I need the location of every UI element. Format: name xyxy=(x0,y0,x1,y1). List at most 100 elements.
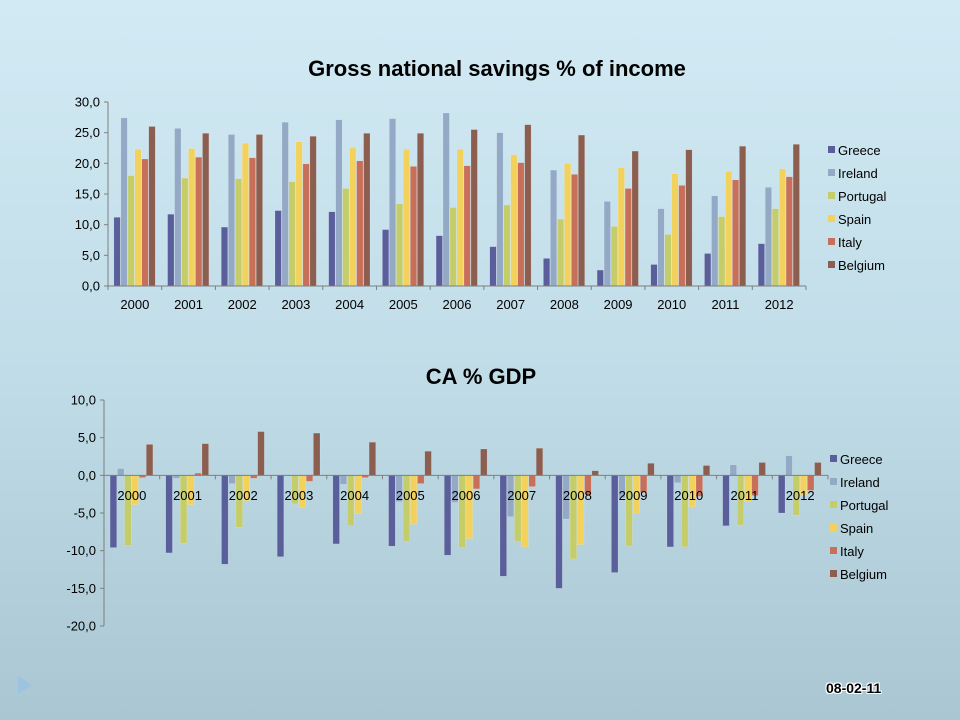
bar-portugal-2001 xyxy=(181,177,189,287)
bar-italy-2008 xyxy=(571,174,579,287)
play-arrow-icon[interactable] xyxy=(18,676,32,694)
bar-spain-2008 xyxy=(577,475,585,545)
legend-label-belgium: Belgium xyxy=(840,567,887,582)
bar-greece-2006 xyxy=(444,475,452,556)
bar-greece-2005 xyxy=(388,475,396,547)
ca-bars xyxy=(109,431,822,589)
bar-ireland-2002 xyxy=(228,134,235,287)
bar-spain-2002 xyxy=(241,142,249,287)
savings-chart: Gross national savings % of income 0,0 5,… xyxy=(75,56,887,312)
bar-italy-2009 xyxy=(624,188,632,287)
savings-chart-title: Gross national savings % of income xyxy=(308,56,686,81)
bar-greece-2002 xyxy=(221,475,229,565)
legend-label-portugal: Portugal xyxy=(840,498,889,513)
bar-ireland-2012 xyxy=(785,455,793,476)
legend-label-italy: Italy xyxy=(838,235,862,250)
bar-portugal-2000 xyxy=(127,175,135,287)
x-tick-label: 2002 xyxy=(228,297,257,312)
x-tick-label: 2009 xyxy=(604,297,633,312)
x-tick-label: 2011 xyxy=(711,297,739,312)
legend-swatch-italy xyxy=(830,547,837,554)
bar-spain-2006 xyxy=(465,475,473,539)
bar-greece-2012 xyxy=(758,243,765,287)
bar-italy-2012 xyxy=(785,176,793,287)
bar-spain-2007 xyxy=(510,154,518,287)
bar-portugal-2012 xyxy=(772,208,779,287)
bar-greece-2009 xyxy=(611,475,619,573)
ca-chart: CA % GDP -20,0 -15,0 -10,0 -5,0 0,0 5,0 10,0 20… xyxy=(66,364,888,634)
bar-greece-2008 xyxy=(555,475,563,589)
y-tick-label: 5,0 xyxy=(78,430,96,445)
legend-label-spain: Spain xyxy=(840,521,873,536)
bar-spain-2008 xyxy=(564,163,572,287)
bar-belgium-2011 xyxy=(739,145,747,287)
bar-belgium-2000 xyxy=(148,126,156,287)
y-tick-label: 5,0 xyxy=(82,248,100,263)
bar-belgium-2009 xyxy=(631,150,639,287)
bar-belgium-2001 xyxy=(201,443,209,476)
bar-belgium-2008 xyxy=(578,134,585,287)
bar-belgium-2001 xyxy=(202,133,210,287)
x-tick-label: 2001 xyxy=(173,488,202,503)
bar-italy-2006 xyxy=(473,475,481,490)
bar-belgium-2011 xyxy=(758,462,766,476)
legend-swatch-greece xyxy=(828,146,835,153)
legend-swatch-ireland xyxy=(828,169,835,176)
legend-swatch-italy xyxy=(828,238,835,245)
legend-swatch-spain xyxy=(828,215,835,222)
bar-greece-2011 xyxy=(704,253,712,287)
x-tick-label: 2007 xyxy=(507,488,536,503)
bar-greece-2006 xyxy=(435,235,443,287)
bar-portugal-2010 xyxy=(664,234,672,287)
y-tick-label: -10,0 xyxy=(66,543,96,558)
bar-italy-2007 xyxy=(517,162,525,287)
bar-portugal-2004 xyxy=(342,188,350,287)
bar-ireland-2010 xyxy=(674,475,682,483)
bar-spain-2005 xyxy=(403,148,410,287)
y-tick-label: 0,0 xyxy=(78,468,96,483)
bar-italy-2007 xyxy=(528,475,536,487)
bar-belgium-2004 xyxy=(363,133,371,287)
bar-belgium-2005 xyxy=(417,133,424,287)
bar-belgium-2007 xyxy=(536,448,544,476)
bar-portugal-2009 xyxy=(625,475,633,547)
bar-belgium-2006 xyxy=(470,129,478,287)
x-tick-label: 2010 xyxy=(674,488,703,503)
x-tick-label: 2012 xyxy=(786,488,815,503)
y-tick-label: -20,0 xyxy=(66,619,96,634)
y-tick-label: -15,0 xyxy=(66,581,96,596)
legend-label-portugal: Portugal xyxy=(838,189,887,204)
bar-greece-2012 xyxy=(778,475,786,514)
y-tick-label: -5,0 xyxy=(74,506,96,521)
legend-label-italy: Italy xyxy=(840,544,864,559)
legend-label-greece: Greece xyxy=(840,452,883,467)
legend-swatch-greece xyxy=(830,455,837,462)
legend-swatch-portugal xyxy=(830,501,837,508)
y-tick-label: 20,0 xyxy=(75,156,100,171)
bar-italy-2006 xyxy=(463,165,471,287)
bar-greece-2007 xyxy=(489,246,497,287)
bar-portugal-2006 xyxy=(458,475,466,548)
bar-portugal-2001 xyxy=(180,475,188,544)
bar-belgium-2002 xyxy=(257,431,265,476)
x-tick-label: 2009 xyxy=(619,488,648,503)
bar-ireland-2008 xyxy=(550,169,558,287)
bar-greece-2007 xyxy=(499,475,507,577)
bar-spain-2003 xyxy=(295,141,303,287)
bar-spain-2007 xyxy=(521,475,529,548)
x-tick-label: 2005 xyxy=(389,297,418,312)
bar-portugal-2005 xyxy=(396,203,403,287)
bar-greece-2010 xyxy=(666,475,674,548)
bar-portugal-2009 xyxy=(610,226,618,287)
bar-italy-2001 xyxy=(195,156,203,287)
bar-ireland-2012 xyxy=(765,187,772,287)
bar-portugal-2007 xyxy=(514,475,522,542)
bar-greece-2011 xyxy=(722,475,730,526)
bar-spain-2011 xyxy=(725,171,733,287)
savings-bars xyxy=(113,112,800,287)
bar-italy-2005 xyxy=(410,166,417,287)
bar-greece-2008 xyxy=(543,258,551,287)
bar-belgium-2010 xyxy=(685,149,693,287)
bar-portugal-2005 xyxy=(402,475,410,542)
